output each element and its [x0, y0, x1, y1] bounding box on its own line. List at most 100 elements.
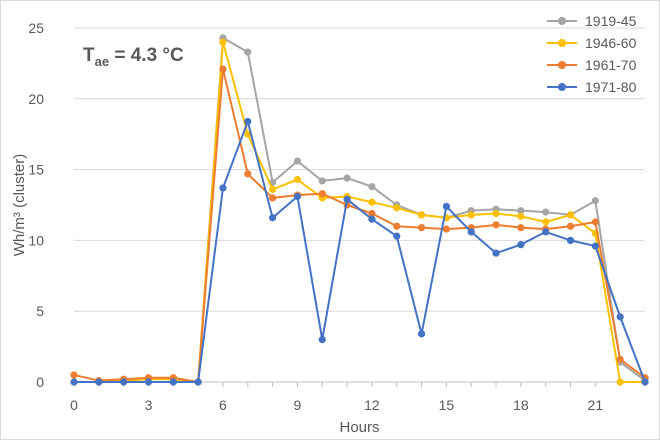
data-point	[542, 228, 550, 236]
data-point	[417, 224, 426, 232]
legend-swatch-marker	[558, 61, 566, 69]
data-point	[120, 378, 128, 386]
data-point	[318, 190, 326, 198]
annotation-rest: = 4.3 °C	[109, 45, 184, 66]
data-point	[318, 335, 326, 344]
data-point	[616, 355, 624, 363]
x-tick-label: 12	[364, 397, 380, 413]
data-point	[417, 211, 426, 219]
data-point	[467, 228, 475, 236]
series-group	[70, 34, 649, 386]
data-point	[169, 378, 177, 386]
x-axis-title: Hours	[339, 419, 379, 436]
gridlines	[74, 27, 645, 312]
x-tick-label: 9	[294, 397, 302, 413]
data-point	[219, 65, 227, 73]
data-point	[492, 221, 500, 229]
x-tick-label: 6	[219, 397, 227, 413]
data-point	[393, 222, 401, 230]
data-point	[318, 177, 326, 185]
y-tick-label: 10	[28, 232, 44, 248]
legend-label: 1961-70	[585, 57, 637, 73]
data-point	[144, 378, 153, 386]
series-line	[74, 120, 646, 383]
data-point	[293, 157, 302, 165]
y-tick-label: 25	[28, 20, 44, 36]
legend-label: 1946-60	[585, 35, 637, 51]
data-point	[517, 224, 525, 232]
y-axis-ticks: 0 5 10 15 20 25	[28, 20, 44, 390]
data-point	[269, 194, 277, 202]
data-point	[194, 378, 202, 386]
data-point	[219, 38, 227, 46]
legend-item: 1961-70	[547, 57, 637, 73]
data-point	[269, 214, 277, 222]
series-1961-70	[70, 65, 649, 386]
data-point	[269, 185, 277, 194]
data-point	[616, 313, 624, 321]
data-point	[293, 175, 302, 184]
data-point	[368, 215, 376, 223]
x-tick-label: 18	[513, 397, 529, 413]
temperature-annotation: Tae = 4.3 °C	[83, 45, 184, 69]
series-line	[73, 68, 646, 383]
data-point	[542, 218, 550, 226]
data-point	[517, 212, 525, 220]
data-point	[591, 197, 599, 205]
data-point	[566, 211, 575, 219]
data-point	[517, 241, 525, 249]
data-point	[219, 184, 227, 192]
legend-item: 1919-45	[547, 13, 637, 29]
legend: 1919-45 1946-60 1961-70 1971-80	[547, 13, 637, 95]
data-point	[566, 236, 575, 244]
legend-swatch-marker	[558, 39, 566, 47]
data-point	[368, 209, 376, 218]
data-point	[244, 117, 252, 126]
data-point	[343, 174, 351, 182]
legend-swatch-marker	[558, 83, 566, 91]
annotation-main: T	[83, 45, 95, 66]
x-tick-label: 0	[70, 397, 78, 413]
y-tick-label: 5	[36, 303, 44, 319]
x-axis-ticks: 0 3 6 9 12 15 18 21	[70, 397, 603, 413]
data-point	[442, 225, 450, 233]
x-tick-label: 15	[439, 397, 455, 413]
data-point	[95, 378, 103, 386]
data-point	[393, 232, 401, 240]
data-point	[517, 207, 525, 215]
data-point	[467, 211, 475, 219]
data-point	[442, 202, 450, 211]
y-tick-label: 15	[28, 162, 44, 178]
data-point	[492, 209, 500, 218]
data-point	[591, 218, 599, 226]
x-tick-label: 3	[145, 397, 153, 413]
data-point	[343, 195, 351, 203]
data-point	[542, 208, 550, 216]
data-point	[492, 249, 500, 257]
legend-swatch-marker	[558, 17, 566, 25]
data-point	[417, 330, 426, 338]
y-tick-label: 0	[36, 374, 44, 390]
data-point	[244, 48, 252, 56]
y-axis-title: Wh/m³ (cluster)	[11, 154, 28, 257]
legend-item: 1946-60	[547, 35, 637, 51]
data-point	[591, 242, 599, 250]
x-tick-label: 21	[588, 397, 604, 413]
legend-label: 1919-45	[585, 13, 637, 29]
data-point	[393, 204, 401, 212]
series-line	[74, 41, 645, 383]
series-1971-80	[70, 117, 649, 386]
legend-item: 1971-80	[547, 79, 637, 95]
data-point	[244, 170, 252, 178]
data-point	[70, 378, 78, 386]
data-point	[641, 378, 649, 386]
y-tick-label: 20	[28, 91, 44, 107]
data-point	[293, 192, 302, 201]
annotation-subscript: ae	[95, 54, 109, 69]
legend-label: 1971-80	[585, 79, 637, 95]
data-point	[616, 378, 624, 386]
data-point	[368, 198, 376, 206]
data-point	[70, 371, 78, 379]
